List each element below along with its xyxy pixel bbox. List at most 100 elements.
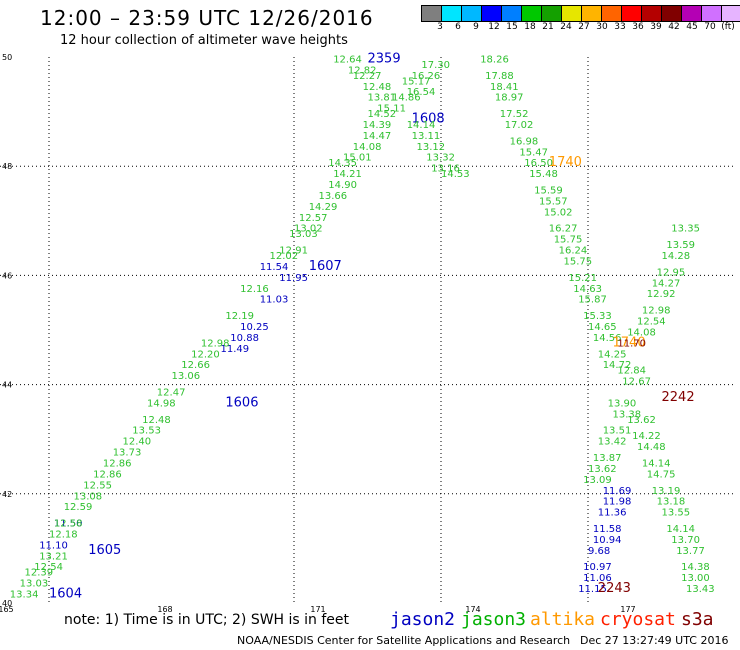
wave-height-value: 12.54 (637, 317, 666, 328)
wave-height-value: 11.69 (603, 486, 632, 497)
wave-height-value: 12.95 (657, 267, 686, 278)
wave-height-value: 16.24 (559, 246, 588, 257)
wave-height-value: 13.34 (10, 590, 39, 601)
wave-height-value: 11.70 (617, 338, 646, 349)
wave-height-value: 14.21 (333, 169, 362, 180)
wave-height-value: 12.86 (103, 459, 132, 470)
wave-height-value: 13.43 (686, 584, 715, 595)
wave-height-value: 12.67 (622, 377, 651, 388)
wave-height-value: 12.66 (181, 360, 210, 371)
wave-height-value: 14.47 (363, 131, 392, 142)
wave-height-value: 13.35 (671, 224, 700, 235)
wave-height-value: 9.68 (588, 546, 610, 557)
longitude-label: 168 (157, 605, 172, 614)
legend-jason2: jason2 (390, 609, 456, 630)
wave-height-value: 10.97 (583, 562, 612, 573)
wave-height-value: 12.27 (353, 71, 382, 82)
wave-height-value: 16.50 (524, 158, 553, 169)
wave-height-value: 13.77 (676, 546, 705, 557)
pass-time-label: 1606 (225, 395, 258, 410)
color-scale-label: 33 (614, 22, 626, 32)
latitude-label: 48 (2, 162, 12, 171)
wave-height-value: 13.03 (289, 229, 318, 240)
wave-height-value: 13.32 (426, 153, 455, 164)
color-scale-label: 24 (560, 22, 572, 32)
wave-height-value: 15.21 (568, 273, 597, 284)
wave-height-value: 14.72 (603, 360, 632, 371)
wave-height-value: 15.33 (583, 311, 612, 322)
wave-height-value: 12.98 (201, 338, 230, 349)
wave-height-value: 13.66 (319, 191, 348, 202)
wave-height-value: 13.55 (662, 508, 691, 519)
wave-height-value: 15.75 (554, 235, 583, 246)
pass-time-label: 1740 (613, 335, 646, 350)
wave-height-value: 15.11 (377, 104, 406, 115)
wave-height-value: 13.38 (613, 409, 642, 420)
wave-height-value: 14.65 (588, 322, 617, 333)
wave-height-value: 14.08 (627, 327, 656, 338)
wave-height-value: 13.53 (132, 426, 161, 437)
color-scale-bar (421, 5, 740, 22)
color-scale-label: 15 (506, 22, 518, 32)
color-scale-label: 3 (437, 22, 443, 32)
wave-height-value: 12.18 (49, 529, 78, 540)
color-scale-label: 39 (650, 22, 662, 32)
color-scale-label: 42 (668, 22, 680, 32)
wave-height-value: 11.95 (279, 273, 308, 284)
wave-height-value: 14.52 (368, 109, 397, 120)
wave-height-value: 14.63 (573, 284, 602, 295)
wave-height-value: 12.58 (54, 519, 83, 530)
wave-height-value: 16.54 (407, 87, 436, 98)
wave-height-value: 12.84 (617, 366, 646, 377)
timestamp-text: Dec 27 13:27:49 UTC 2016 (580, 634, 729, 647)
wave-height-value: 13.12 (417, 142, 446, 153)
color-scale-labels: 3 6 9 12 15 18 21 24 27 30 33 36 39 42 45 70 (ft) (422, 22, 737, 32)
wave-height-value: 13.62 (588, 464, 617, 475)
wave-height-value: 18.41 (490, 82, 519, 93)
wave-height-value: 13.90 (608, 398, 637, 409)
footer-note: note: 1) Time is in UTC; 2) SWH is in fe… (64, 612, 350, 628)
wave-height-value: 13.08 (74, 491, 103, 502)
pass-time-label: 2242 (662, 390, 695, 405)
wave-height-value: 11.54 (260, 262, 289, 273)
latitude-label: 40 (2, 599, 12, 608)
wave-height-value: 12.19 (225, 311, 254, 322)
color-scale-label: 27 (578, 22, 590, 32)
wave-height-value: 15.47 (519, 147, 548, 158)
wave-height-value: 14.22 (632, 431, 661, 442)
wave-height-value: 11.15 (578, 584, 607, 595)
latitude-label: 42 (2, 490, 12, 499)
wave-height-value: 12.64 (333, 54, 362, 65)
color-scale-label: 45 (686, 22, 698, 32)
longitude-label: 177 (620, 605, 635, 614)
pass-time-label: 1605 (88, 543, 121, 558)
wave-height-value: 11.49 (221, 344, 250, 355)
wave-height-value: 14.35 (328, 158, 357, 169)
legend-cryosat: cryosat (600, 609, 676, 630)
wave-height-value: 11.06 (583, 573, 612, 584)
wave-height-value: 17.88 (485, 71, 514, 82)
wave-height-value: 12.16 (240, 284, 269, 295)
wave-height-value: 12.92 (647, 289, 676, 300)
wave-height-value: 14.56 (593, 333, 622, 344)
wave-height-value: 12.48 (363, 82, 392, 93)
credit-text: NOAA/NESDIS Center for Satellite Applica… (237, 634, 571, 647)
wave-height-value: 17.30 (421, 60, 450, 71)
color-scale-label: 36 (632, 22, 644, 32)
wave-height-value: 13.16 (431, 164, 460, 175)
wave-height-value: 11.98 (603, 497, 632, 508)
wave-height-value: 13.81 (368, 93, 397, 104)
pass-time-label: 2359 (368, 51, 401, 66)
wave-height-value: 11.03 (260, 295, 289, 306)
wave-height-value: 13.51 (603, 426, 632, 437)
wave-height-value: 15.48 (529, 169, 558, 180)
longitude-label: 165 (0, 605, 14, 614)
pass-time-label: 1607 (309, 259, 342, 274)
wave-height-value: 10.88 (230, 333, 259, 344)
wave-height-value: 13.00 (681, 573, 710, 584)
color-scale-label: 21 (542, 22, 554, 32)
wave-height-value: 13.02 (294, 224, 323, 235)
wave-height-value: 13.73 (113, 448, 142, 459)
color-scale-label: 70 (704, 22, 716, 32)
pass-time-label: 1604 (49, 587, 82, 602)
